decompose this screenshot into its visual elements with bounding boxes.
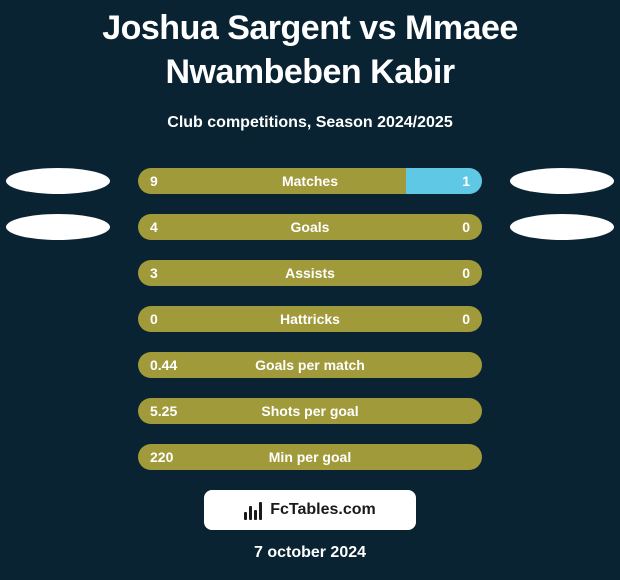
- stat-row: Goals4 0: [8, 214, 612, 240]
- stat-value-right: 0: [462, 214, 470, 240]
- stat-label: Shots per goal: [138, 398, 482, 424]
- stat-value-left: 5.25: [150, 398, 177, 424]
- page-title: Joshua Sargent vs Mmaee Nwambeben Kabir: [0, 0, 620, 94]
- stats-area: Matches91Goals40Assists30Hattricks00Goal…: [0, 168, 620, 470]
- stat-value-left: 0.44: [150, 352, 177, 378]
- stat-row: Hattricks0 0: [8, 306, 612, 332]
- stat-bar: Shots per goal5.25: [138, 398, 482, 424]
- stat-bar: Hattricks0 0: [138, 306, 482, 332]
- bar-chart-icon: [244, 500, 264, 520]
- player-left-avatar: [6, 168, 110, 194]
- stat-value-left: 4: [150, 214, 158, 240]
- stat-label: Assists: [138, 260, 482, 286]
- branding-badge: FcTables.com: [204, 490, 416, 530]
- subtitle: Club competitions, Season 2024/2025: [0, 114, 620, 132]
- stat-bar: Min per goal220: [138, 444, 482, 470]
- stat-value-left: 220: [150, 444, 173, 470]
- stat-value-right: 1: [462, 168, 470, 194]
- date-label: 7 october 2024: [0, 544, 620, 562]
- stat-value-right: 0: [462, 260, 470, 286]
- player-left-avatar: [6, 214, 110, 240]
- stat-value-left: 3: [150, 260, 158, 286]
- stat-label: Matches: [138, 168, 482, 194]
- player-right-avatar: [510, 168, 614, 194]
- stat-bar: Goals4 0: [138, 214, 482, 240]
- stat-row: Min per goal220: [8, 444, 612, 470]
- stat-row: Matches9 1: [8, 168, 612, 194]
- player-right-avatar: [510, 214, 614, 240]
- stat-row: Goals per match0.44: [8, 352, 612, 378]
- stat-bar: Assists3 0: [138, 260, 482, 286]
- stat-row: Assists3 0: [8, 260, 612, 286]
- stat-label: Goals per match: [138, 352, 482, 378]
- stat-label: Goals: [138, 214, 482, 240]
- stat-label: Hattricks: [138, 306, 482, 332]
- stat-bar: Goals per match0.44: [138, 352, 482, 378]
- stat-row: Shots per goal5.25: [8, 398, 612, 424]
- branding-text: FcTables.com: [270, 501, 376, 519]
- stat-value-left: 9: [150, 168, 158, 194]
- stat-bar: Matches9 1: [138, 168, 482, 194]
- stat-value-right: 0: [462, 306, 470, 332]
- stat-label: Min per goal: [138, 444, 482, 470]
- stat-value-left: 0: [150, 306, 158, 332]
